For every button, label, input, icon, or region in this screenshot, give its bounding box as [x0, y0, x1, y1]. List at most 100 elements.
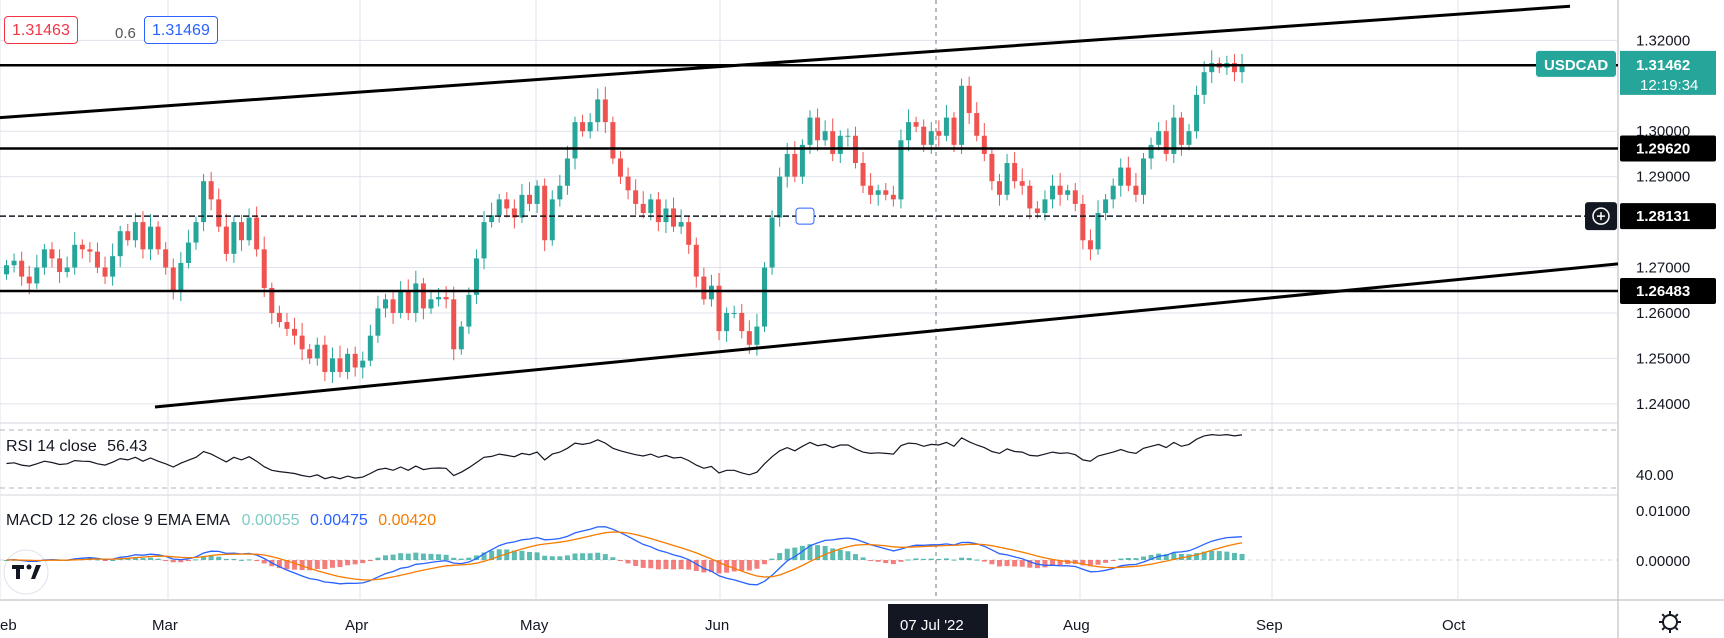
macd-histogram-bar	[1027, 560, 1033, 568]
drawings	[0, 4, 1619, 409]
candle	[1209, 50, 1215, 84]
macd-histogram-bar	[610, 557, 616, 560]
time-tick-label: eb	[0, 617, 17, 634]
candle	[466, 287, 472, 334]
candle-body	[1110, 185, 1116, 200]
candle-body	[329, 358, 335, 373]
macd-histogram-bar	[708, 560, 714, 573]
gear-icon-ring	[1662, 614, 1678, 630]
ask-price[interactable]: 1.31469	[144, 16, 218, 44]
candle-body	[959, 85, 965, 145]
candle	[451, 286, 457, 361]
candle	[292, 317, 298, 345]
macd-histogram-bar	[193, 559, 199, 561]
candle-body	[155, 226, 161, 250]
candle-body	[72, 244, 78, 268]
macd-histogram-bar	[148, 557, 154, 560]
macd-histogram-bar	[716, 560, 722, 574]
price-level-badge[interactable]: 1.29620	[1620, 135, 1716, 162]
candle	[79, 239, 85, 259]
crosshair-date-badge[interactable]: 07 Jul '22	[888, 604, 988, 638]
time-tick-label: May	[520, 617, 549, 634]
candle-body	[1050, 185, 1056, 200]
candle-body	[1019, 181, 1025, 186]
price-tick-label: 1.27000	[1636, 260, 1690, 277]
candle	[633, 179, 639, 215]
macd-line-value: 0.00475	[309, 512, 368, 529]
candle	[784, 143, 790, 188]
symbol-tag-bg	[1536, 50, 1616, 77]
last-price-text: 1.31462	[1636, 57, 1690, 74]
macd-histogram-bar	[792, 547, 798, 560]
candle-body	[784, 153, 790, 177]
candle	[769, 210, 775, 275]
macd-histogram-bar	[564, 555, 570, 560]
candle	[1171, 104, 1177, 164]
candle-body	[125, 231, 131, 241]
candle-body	[527, 194, 533, 204]
candle-body	[110, 256, 116, 277]
candle	[94, 242, 100, 273]
macd-histogram-bar	[102, 560, 108, 561]
macd-histogram-bar	[807, 544, 813, 560]
macd-histogram-bar	[178, 560, 184, 563]
price-level-badge[interactable]: 1.26483	[1620, 278, 1716, 305]
candle	[1057, 173, 1063, 206]
candle	[216, 188, 222, 233]
candle	[87, 242, 93, 263]
macd-histogram-bar	[943, 558, 949, 560]
gear-icon[interactable]	[1659, 611, 1681, 633]
channel-lower-line	[154, 262, 1619, 409]
macd-histogram-bar	[125, 558, 131, 560]
candle	[731, 305, 737, 319]
candle	[390, 292, 396, 324]
time-tick-label: Oct	[1442, 617, 1466, 634]
candle-body	[102, 267, 108, 277]
candle-body	[845, 135, 851, 137]
macd-histogram-bar	[1095, 560, 1101, 565]
price-tick-label: 1.25000	[1636, 350, 1690, 367]
candle-body	[117, 231, 123, 257]
macd-histogram-bar	[390, 554, 396, 560]
candle	[981, 123, 987, 162]
candle-body	[860, 163, 866, 186]
candle	[595, 88, 601, 132]
candle-body	[534, 185, 540, 204]
candle	[413, 270, 419, 323]
candle	[345, 348, 351, 380]
last-price-badge[interactable]: 1.31462 12:19:34	[1620, 50, 1716, 95]
macd-histogram-bar	[94, 559, 100, 561]
time-axis[interactable]: eb Mar Apr May Jun Aug Sep Oct 07 Jul '22	[0, 604, 1681, 638]
candle-body	[549, 199, 555, 241]
candle-body	[686, 222, 692, 245]
drawing-handle[interactable]	[795, 207, 815, 225]
macd-histogram-bar	[466, 557, 472, 560]
price-axis[interactable]: 1.320001.300001.290001.270001.260001.250…	[1536, 32, 1716, 570]
macd-histogram-bar	[1141, 556, 1146, 560]
macd-histogram-bar	[246, 559, 252, 561]
bid-price[interactable]: 1.31463	[4, 16, 78, 44]
candle-body	[1034, 208, 1040, 213]
price-level-badge[interactable]: 1.28131	[1620, 203, 1716, 230]
candle-body	[542, 185, 548, 241]
macd-legend[interactable]: MACD 12 26 close 9 EMA EMA 0.00055 0.004…	[6, 512, 436, 530]
candle	[201, 173, 207, 232]
candle-body	[769, 217, 775, 268]
candle-body	[163, 249, 169, 268]
candle	[663, 199, 669, 233]
candle	[762, 262, 767, 333]
macd-histogram-bar	[921, 558, 927, 560]
macd-histogram-bar	[875, 560, 881, 562]
add-alert-icon[interactable]	[1585, 202, 1617, 231]
macd-histogram-bar	[1171, 553, 1177, 560]
candle-body	[1095, 213, 1101, 250]
candle	[246, 208, 252, 246]
symbol-tag[interactable]: USDCAD	[1536, 50, 1616, 77]
macd-histogram-bar	[951, 559, 957, 561]
macd-histogram-bar	[201, 556, 207, 560]
logo-bg	[3, 549, 49, 595]
macd-histogram-bar	[754, 560, 760, 569]
rsi-legend[interactable]: RSI 14 close 56.43	[6, 438, 147, 456]
candle	[511, 199, 517, 229]
